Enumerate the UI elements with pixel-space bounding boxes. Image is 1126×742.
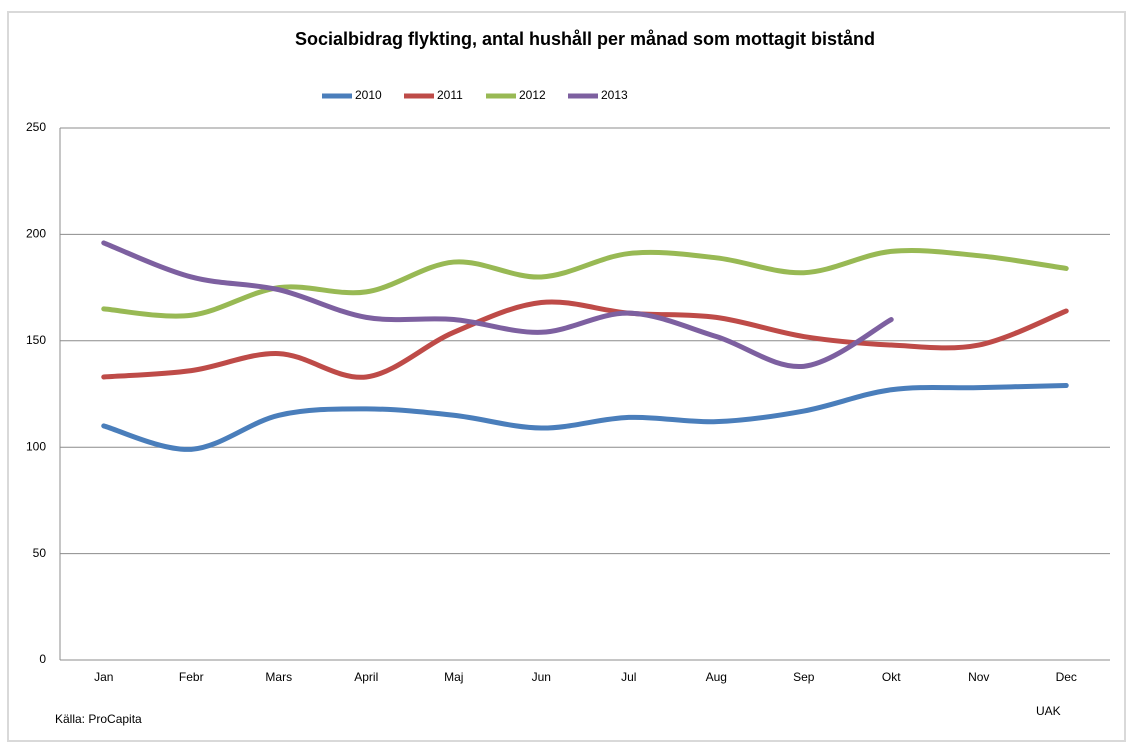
y-tick-label: 250: [26, 120, 46, 134]
series-line: [101, 299, 1069, 380]
x-tick-label: Aug: [706, 670, 727, 684]
x-tick-label: Jul: [621, 670, 636, 684]
y-tick-label: 0: [39, 652, 46, 666]
x-tick-label: Dec: [1056, 670, 1077, 684]
x-tick-label: Okt: [882, 670, 901, 684]
x-tick-label: April: [354, 670, 378, 684]
x-tick-label: Jan: [94, 670, 113, 684]
source-note: Källa: ProCapita: [55, 712, 142, 726]
legend-label: 2013: [601, 88, 628, 102]
legend-label: 2011: [437, 88, 463, 102]
x-tick-label: Sep: [793, 670, 815, 684]
chart-title: Socialbidrag flykting, antal hushåll per…: [295, 29, 875, 49]
note: UAK: [1036, 704, 1061, 718]
chart-frame: [7, 11, 1126, 742]
x-tick-label: Maj: [444, 670, 463, 684]
x-tick-label: Febr: [179, 670, 204, 684]
y-tick-label: 50: [33, 546, 47, 560]
x-tick-label: Jun: [532, 670, 551, 684]
y-tick-label: 100: [26, 439, 46, 453]
series-line: [101, 382, 1069, 452]
x-tick-label: Nov: [968, 670, 989, 684]
x-tick-label: Mars: [265, 670, 292, 684]
series-line: [101, 240, 894, 369]
y-tick-label: 200: [26, 227, 46, 241]
y-tick-label: 150: [26, 333, 46, 347]
legend-label: 2010: [355, 88, 382, 102]
legend-label: 2012: [519, 88, 546, 102]
